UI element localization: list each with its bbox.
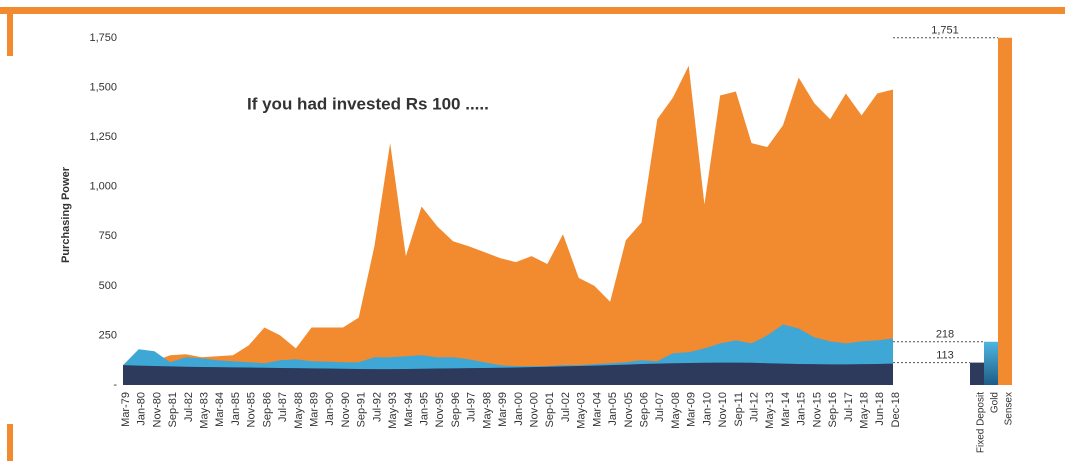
x-tick-label: Jan-10	[701, 392, 713, 426]
x-tick-label: Jun-18	[874, 392, 886, 426]
x-tick-label: Jan-00	[513, 392, 525, 426]
x-tick-label: Nov-00	[528, 392, 540, 427]
x-tick-label: Sep-01	[544, 392, 556, 427]
x-tick-label: May-83	[198, 392, 210, 429]
x-tick-label: Jan-15	[796, 392, 808, 426]
x-tick-label: Sep-81	[167, 392, 179, 427]
x-tick-label: Nov-10	[717, 392, 729, 427]
x-tick-label: Mar-14	[780, 392, 792, 427]
x-tick-label: Nov-05	[623, 392, 635, 427]
x-tick-label: Jan-95	[418, 392, 430, 426]
x-tick-label: Jul-97	[466, 392, 478, 422]
x-tick-label: Mar-84	[214, 392, 226, 427]
x-tick-label: May-98	[481, 392, 493, 429]
value-label: 218	[936, 329, 954, 341]
y-tick-label: -	[113, 379, 117, 391]
x-tick-label: Mar-04	[591, 392, 603, 427]
x-tick-label: Mar-99	[497, 392, 509, 427]
x-tick-label: Jan-85	[230, 392, 242, 426]
y-tick-label: 250	[99, 329, 117, 341]
y-tick-label: 1,750	[89, 32, 117, 44]
x-tick-label: Sep-11	[733, 392, 745, 427]
y-tick-label: 500	[99, 280, 117, 292]
frame-left-bottom	[7, 424, 13, 461]
area	[123, 362, 893, 385]
x-tick-label: Nov-90	[340, 392, 352, 427]
x-tick-label: Nov-85	[246, 392, 258, 427]
x-tick-label: May-18	[858, 392, 870, 429]
x-tick-label: May-03	[576, 392, 588, 429]
x-tick-label: Jan-05	[607, 392, 619, 426]
bar	[970, 362, 984, 385]
x-tick-label: Jul-12	[748, 392, 760, 422]
x-tick-label: Sep-91	[356, 392, 368, 427]
x-tick-label: May-13	[764, 392, 776, 429]
y-axis-label: Purchasing Power	[60, 166, 72, 263]
y-tick-label: 1,250	[89, 131, 117, 143]
x-tick-label: Sep-16	[827, 392, 839, 427]
area	[123, 65, 893, 385]
x-tick-label: Jul-92	[371, 392, 383, 422]
y-tick-label: 750	[99, 230, 117, 242]
x-tick-label: Nov-95	[434, 392, 446, 427]
x-tick-label: Sep-86	[261, 392, 273, 427]
x-tick-label: Dec-18	[890, 392, 902, 427]
x-tick-label: Sep-96	[450, 392, 462, 427]
x-tick-label: Jan-90	[324, 392, 336, 426]
x-tick-label: Jul-02	[560, 392, 572, 422]
x-tick-label: Sep-06	[638, 392, 650, 427]
x-tick-label: Fixed Deposit	[976, 392, 987, 453]
x-tick-label: Sensex	[1004, 392, 1015, 425]
x-tick-label: Jul-82	[183, 392, 195, 422]
x-tick-label: Gold	[990, 392, 1001, 413]
x-tick-label: Nov-15	[811, 392, 823, 427]
x-tick-label: Mar-94	[403, 392, 415, 427]
value-label: 113	[936, 349, 954, 361]
bar	[984, 341, 998, 385]
x-tick-label: Jul-17	[843, 392, 855, 422]
x-tick-label: Mar-09	[686, 392, 698, 427]
y-tick-label: 1,500	[89, 81, 117, 93]
x-tick-label: Jul-87	[277, 392, 289, 422]
x-tick-label: Jul-07	[654, 392, 666, 422]
value-label: 1,751	[931, 25, 959, 37]
y-tick-label: 1,000	[89, 181, 117, 193]
x-tick-label: May-93	[387, 392, 399, 429]
x-tick-label: Mar-89	[308, 392, 320, 427]
x-tick-label: May-88	[293, 392, 305, 429]
bar	[998, 37, 1012, 385]
x-tick-label: Mar-79	[120, 392, 132, 427]
x-tick-label: Nov-80	[151, 392, 163, 427]
x-tick-label: Jan-80	[136, 392, 148, 426]
chart-title: If you had invested Rs 100 .....	[247, 94, 489, 113]
frame-left-top	[7, 14, 13, 56]
frame-top	[0, 7, 1065, 14]
x-tick-label: May-08	[670, 392, 682, 429]
